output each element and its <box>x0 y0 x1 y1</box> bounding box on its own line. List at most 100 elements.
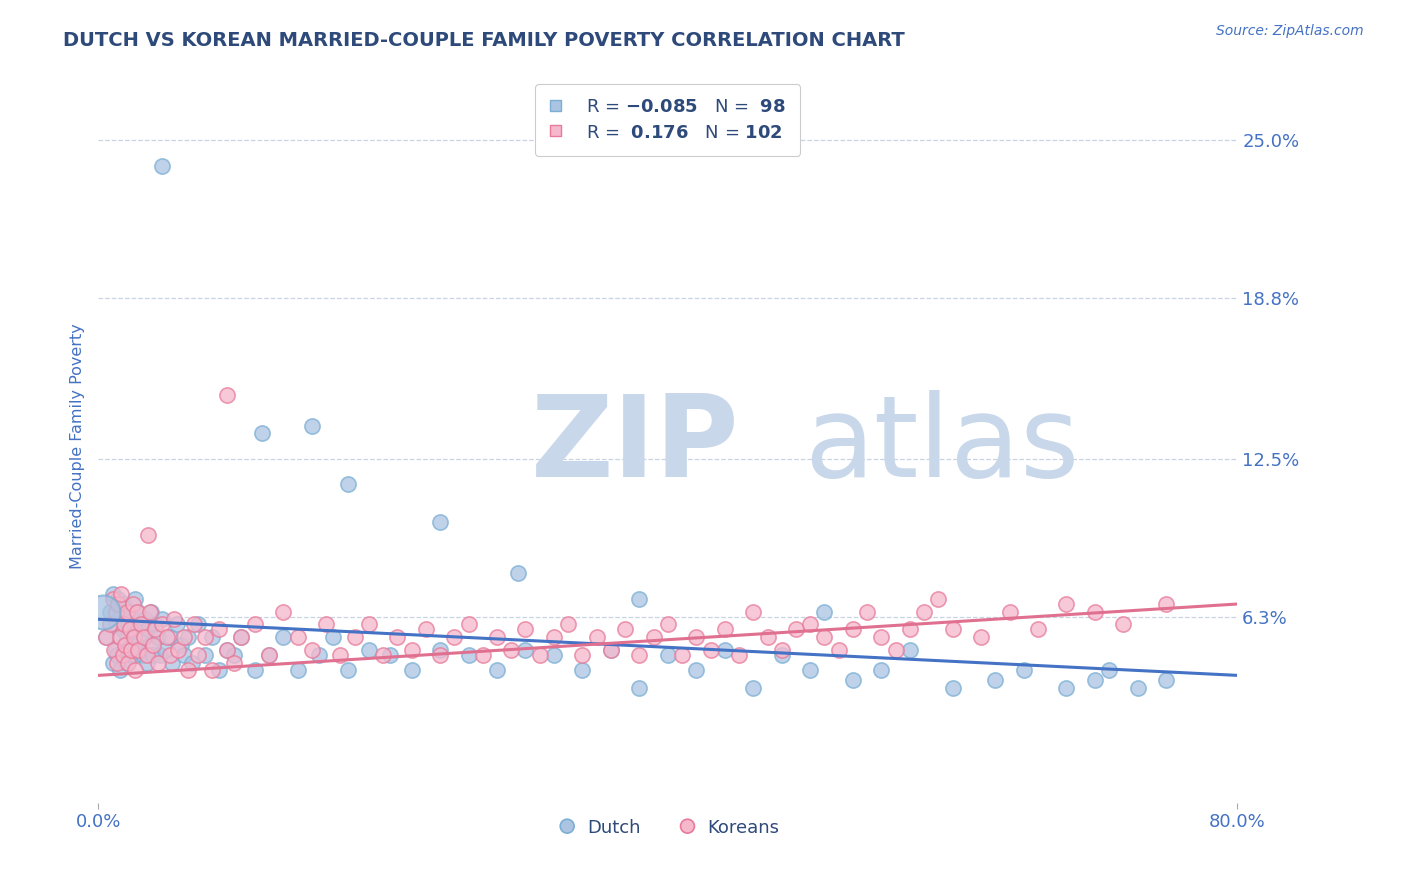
Point <box>159 630 181 644</box>
Point <box>201 663 224 677</box>
Point <box>222 648 245 662</box>
Point <box>243 663 266 677</box>
Point <box>194 630 217 644</box>
Point <box>387 630 409 644</box>
Point <box>301 418 323 433</box>
Point <box>108 630 131 644</box>
Point <box>122 630 145 644</box>
Point <box>329 648 352 662</box>
Point <box>138 638 160 652</box>
Text: Source: ZipAtlas.com: Source: ZipAtlas.com <box>1216 24 1364 38</box>
Point <box>173 648 195 662</box>
Point <box>136 623 159 637</box>
Point <box>571 648 593 662</box>
Point <box>571 663 593 677</box>
Point <box>628 591 651 606</box>
Point <box>104 643 127 657</box>
Point <box>728 648 751 662</box>
Point <box>101 591 124 606</box>
Point <box>98 617 121 632</box>
Point <box>984 673 1007 688</box>
Point <box>486 630 509 644</box>
Point <box>486 663 509 677</box>
Point <box>585 630 607 644</box>
Point <box>813 605 835 619</box>
Point <box>124 663 146 677</box>
Point <box>515 643 537 657</box>
Point <box>315 617 337 632</box>
Point <box>187 617 209 632</box>
Point <box>105 648 128 662</box>
Point <box>543 630 565 644</box>
Point <box>183 617 205 632</box>
Point <box>115 656 138 670</box>
Point <box>970 630 993 644</box>
Point <box>1012 663 1035 677</box>
Legend: Dutch, Koreans: Dutch, Koreans <box>550 812 786 844</box>
Point <box>884 643 907 657</box>
Point <box>125 605 148 619</box>
Point <box>457 617 479 632</box>
Point <box>177 630 200 644</box>
Point <box>94 630 117 644</box>
Point <box>127 643 149 657</box>
Point <box>336 663 359 677</box>
Point <box>132 630 155 644</box>
Point <box>148 630 170 644</box>
Point <box>215 643 238 657</box>
Point <box>121 630 143 644</box>
Point <box>152 612 174 626</box>
Point <box>1154 597 1177 611</box>
Point <box>98 605 121 619</box>
Point <box>139 605 162 619</box>
Point <box>443 630 465 644</box>
Text: ZIP: ZIP <box>531 391 740 501</box>
Point <box>170 638 193 652</box>
Point <box>124 591 146 606</box>
Point <box>927 591 949 606</box>
Point <box>115 630 138 644</box>
Point <box>101 587 124 601</box>
Point <box>108 630 131 644</box>
Point <box>148 656 170 670</box>
Point <box>657 617 679 632</box>
Point <box>799 617 821 632</box>
Point <box>166 617 188 632</box>
Point <box>357 643 380 657</box>
Point <box>742 681 765 695</box>
Point <box>149 648 172 662</box>
Point <box>273 605 295 619</box>
Point <box>401 663 423 677</box>
Point <box>336 477 359 491</box>
Point <box>167 643 190 657</box>
Point <box>1026 623 1049 637</box>
Point <box>287 630 309 644</box>
Point <box>91 605 114 619</box>
Point <box>177 663 200 677</box>
Point <box>628 681 651 695</box>
Point <box>124 648 146 662</box>
Point <box>141 638 163 652</box>
Point <box>501 643 523 657</box>
Point <box>756 630 779 644</box>
Point <box>152 159 174 173</box>
Point <box>145 623 167 637</box>
Point <box>742 605 765 619</box>
Point <box>108 663 131 677</box>
Point <box>628 648 651 662</box>
Point <box>114 643 136 657</box>
Point <box>250 426 273 441</box>
Point <box>112 597 135 611</box>
Point <box>104 617 127 632</box>
Point <box>770 648 793 662</box>
Point <box>111 623 134 637</box>
Point <box>998 605 1021 619</box>
Point <box>117 617 139 632</box>
Point <box>187 648 209 662</box>
Point <box>104 605 127 619</box>
Point <box>173 630 195 644</box>
Point <box>685 663 707 677</box>
Point <box>155 643 177 657</box>
Point <box>94 630 117 644</box>
Point <box>301 643 323 657</box>
